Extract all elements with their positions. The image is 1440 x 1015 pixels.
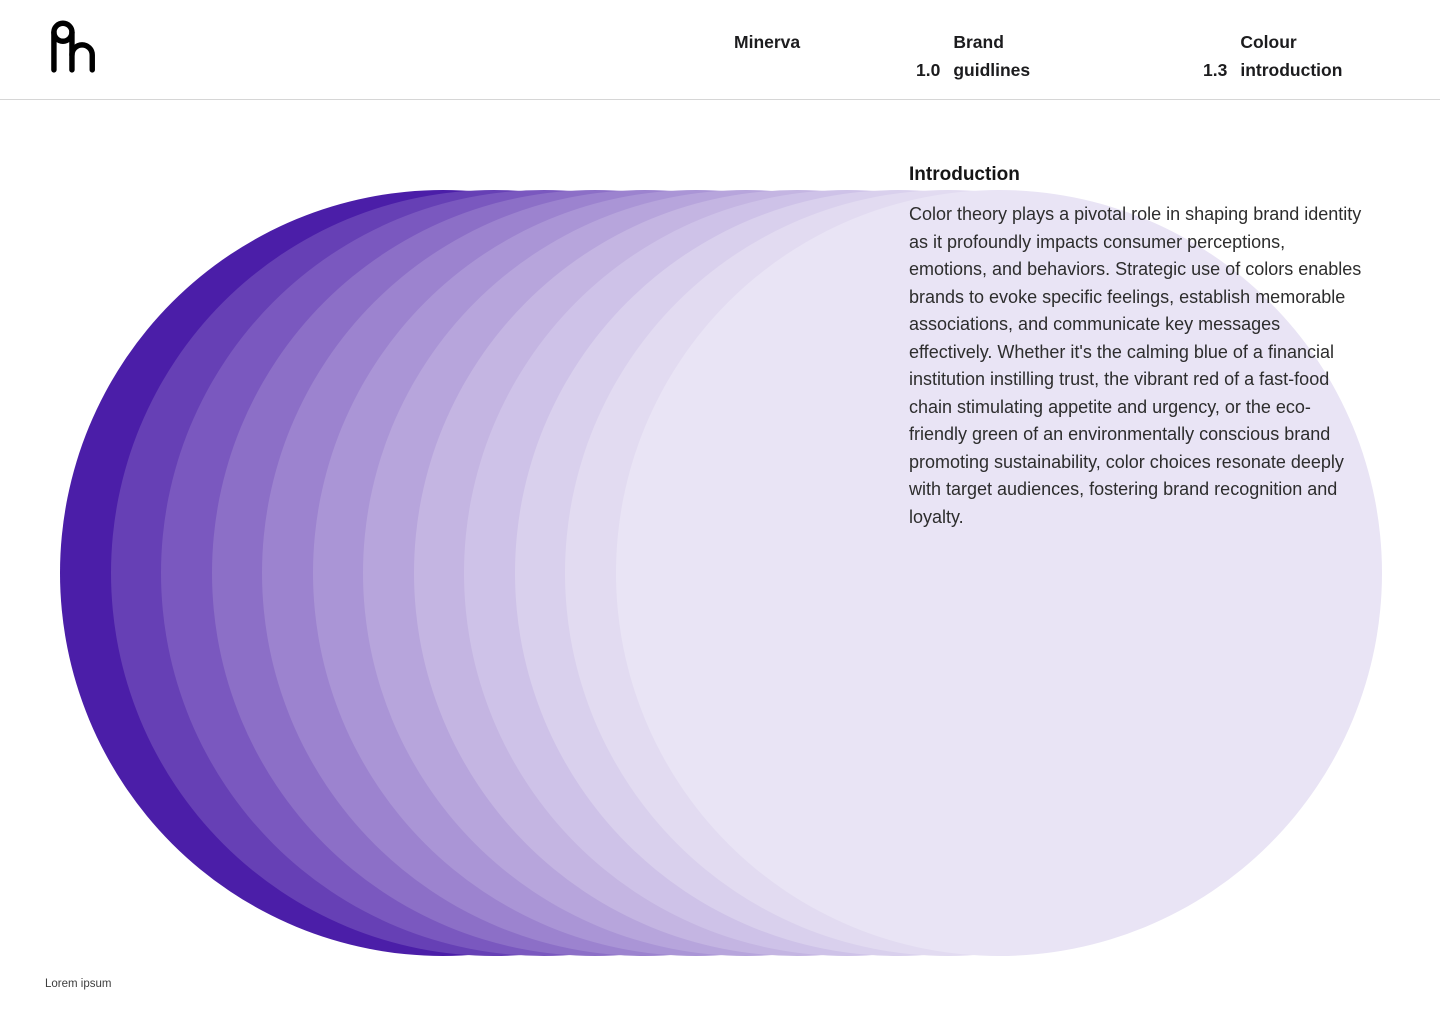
header-item-colour-introduction: 1.3 Colour introduction: [1203, 29, 1342, 84]
introduction-section: Introduction Color theory plays a pivota…: [909, 162, 1367, 531]
header-label: Minerva: [734, 32, 801, 52]
palette-circle-12: [615, 190, 1382, 956]
section-number: 1.3: [1203, 59, 1228, 80]
section-number: 1.0: [916, 59, 941, 80]
introduction-heading: Introduction: [909, 164, 1020, 185]
minerva-logo-icon: [51, 20, 95, 73]
header-label: Brand guidlines: [953, 32, 1031, 80]
introduction-paragraph: Color theory plays a pivotal role in sha…: [909, 204, 1362, 527]
header-item-minerva: Minerva: [734, 29, 800, 57]
header-bar: Minerva 1.0 Brand guidlines 1.3 Colour i…: [0, 0, 1440, 100]
footer-note: Lorem ipsum: [45, 978, 112, 990]
header-label: Colour introduction: [1240, 32, 1343, 80]
header-item-brand-guidlines: 1.0 Brand guidlines: [916, 29, 1030, 84]
